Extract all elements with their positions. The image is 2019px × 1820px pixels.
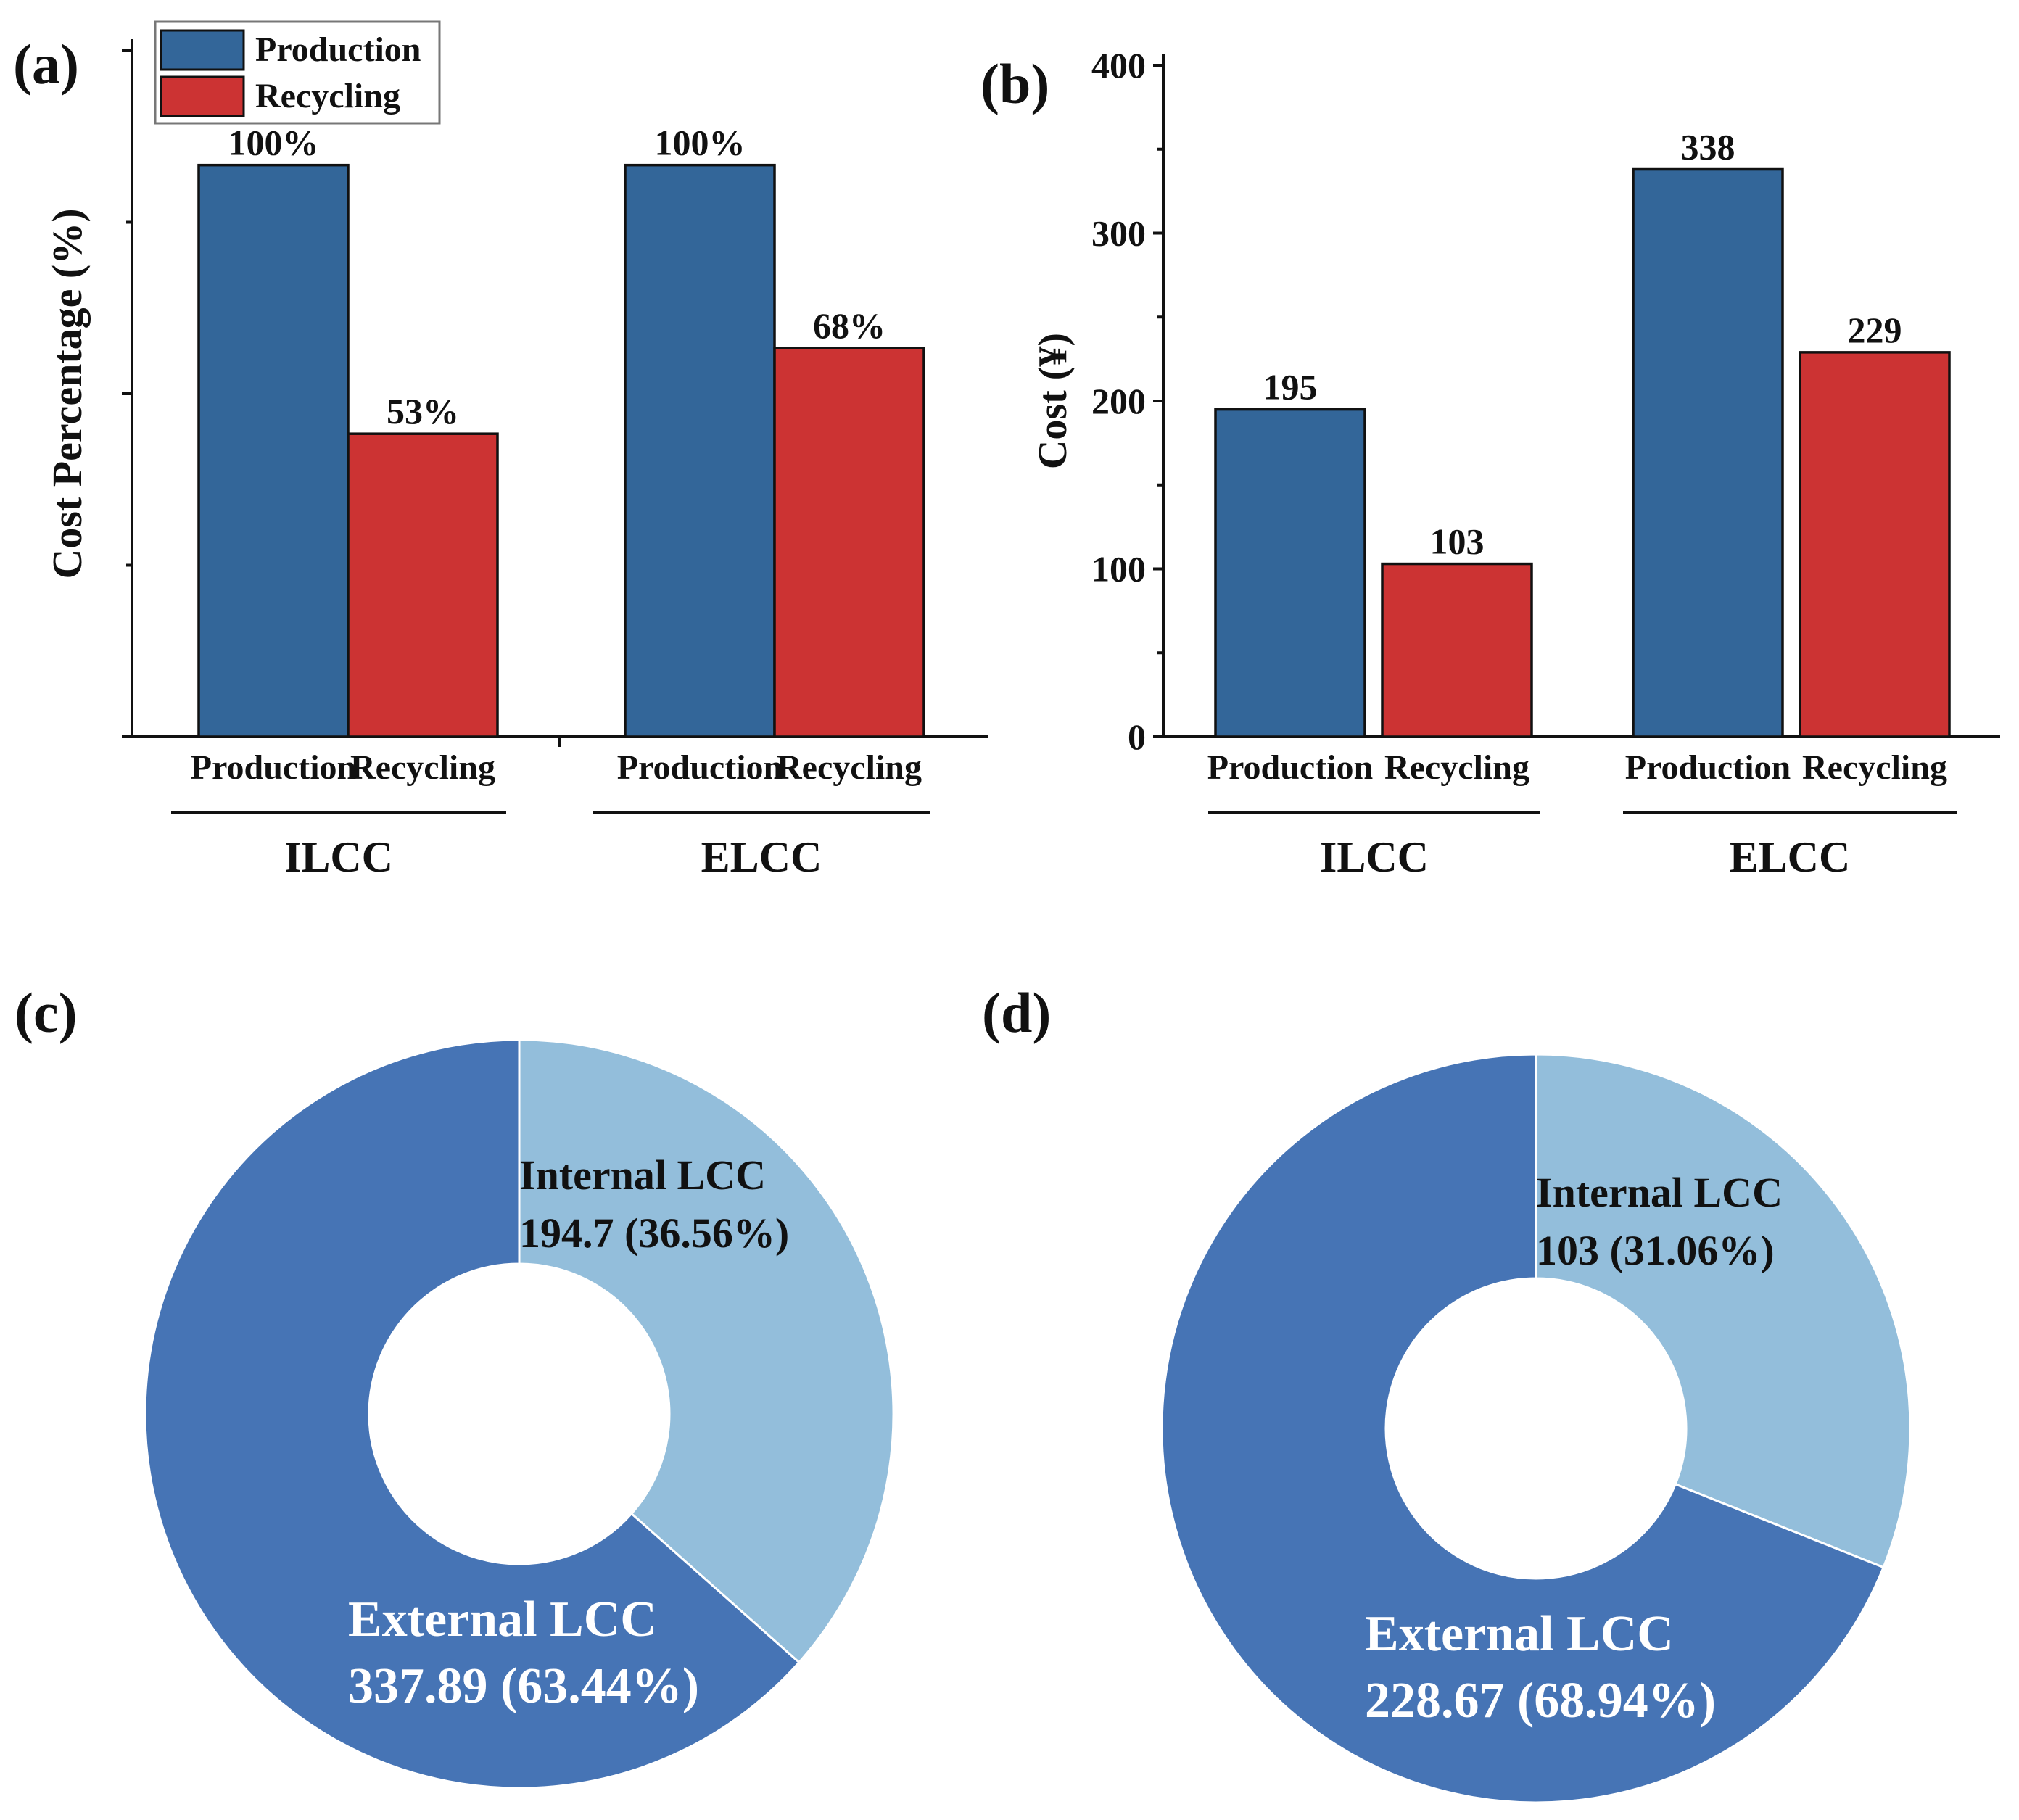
b-bar-ilcc-production	[1214, 408, 1366, 738]
a-bar-elcc-recycling	[773, 347, 925, 738]
panel-c-donut-chart: (c) Internal LCC 194.7 (36.56%) External LC…	[15, 981, 895, 1790]
b-bar-elcc-production	[1632, 167, 1784, 738]
b-category-label: Production	[1207, 748, 1373, 787]
b-y-tick-label: 100	[1091, 549, 1146, 590]
b-category-label: Recycling	[1802, 748, 1947, 787]
d-slice-value: 103 (31.06%)	[1536, 1227, 1775, 1274]
panel-a-bar-chart: (a) Cost Percentage (%) 100% Production 53% R…	[13, 20, 988, 881]
a-bar-elcc-production	[624, 163, 776, 738]
a-category-label: Production	[617, 748, 783, 787]
d-slice-name: External LCC	[1365, 1606, 1674, 1662]
c-slice-internal	[518, 1038, 895, 1664]
d-slice-name: Internal LCC	[1536, 1169, 1783, 1216]
legend-swatch-recycling	[160, 75, 245, 117]
legend-label-recycling: Recycling	[255, 77, 400, 115]
panel-label-c: (c)	[15, 981, 78, 1044]
a-data-label: 100%	[655, 123, 746, 163]
b-data-label: 103	[1430, 521, 1485, 562]
b-category-label: Recycling	[1384, 748, 1529, 787]
legend-label-production: Production	[255, 30, 421, 69]
c-slice-external	[144, 1038, 801, 1790]
panel-label-b: (b)	[980, 52, 1049, 115]
b-data-label: 195	[1263, 367, 1318, 408]
b-bar-elcc-recycling	[1799, 351, 1951, 738]
a-y-axis-label: Cost Percentage (%)	[44, 208, 91, 579]
b-y-tick-label: 300	[1091, 213, 1146, 254]
c-slice-value: 337.89 (63.44%)	[348, 1658, 699, 1714]
a-data-label: 53%	[387, 391, 459, 431]
a-category-label: Production	[191, 748, 356, 787]
c-slice-name: Internal LCC	[519, 1151, 766, 1199]
b-group-label: ELCC	[1730, 833, 1851, 881]
a-group-label: ELCC	[701, 833, 822, 881]
d-slice-value: 228.67 (68.94%)	[1365, 1673, 1716, 1729]
d-slice-external	[1160, 1053, 1886, 1804]
panel-b-bar-chart: (b) 0 100 200 300 400 Cost (¥) 195 Production 103…	[980, 45, 2000, 881]
c-slice-name: External LCC	[348, 1592, 657, 1647]
b-group-label: ILCC	[1320, 833, 1429, 881]
a-category-label: Recycling	[350, 748, 495, 787]
b-data-label: 338	[1681, 127, 1735, 167]
d-slice-internal	[1535, 1053, 1912, 1569]
b-y-tick-label: 400	[1091, 45, 1146, 86]
legend-swatch-production	[160, 29, 245, 71]
panel-label-a: (a)	[13, 33, 79, 96]
b-data-label: 229	[1848, 310, 1902, 350]
a-data-label: 68%	[813, 305, 885, 346]
c-slice-value: 194.7 (36.56%)	[519, 1209, 789, 1257]
b-y-tick-label: 200	[1091, 381, 1146, 421]
b-y-axis-label: Cost (¥)	[1031, 333, 1075, 469]
panel-d-donut-chart: (d) Internal LCC 103 (31.06%) External LCC 2…	[982, 981, 1912, 1804]
b-bar-ilcc-recycling	[1381, 562, 1533, 738]
a-bar-ilcc-recycling	[347, 432, 499, 738]
a-category-label: Recycling	[777, 748, 922, 787]
a-group-label: ILCC	[284, 833, 393, 881]
panel-label-d: (d)	[982, 981, 1051, 1044]
b-y-tick-label: 0	[1128, 716, 1146, 757]
legend: Production Recycling	[154, 20, 441, 125]
a-bar-ilcc-production	[197, 163, 350, 738]
b-category-label: Production	[1625, 748, 1791, 787]
a-data-label: 100%	[228, 123, 319, 163]
